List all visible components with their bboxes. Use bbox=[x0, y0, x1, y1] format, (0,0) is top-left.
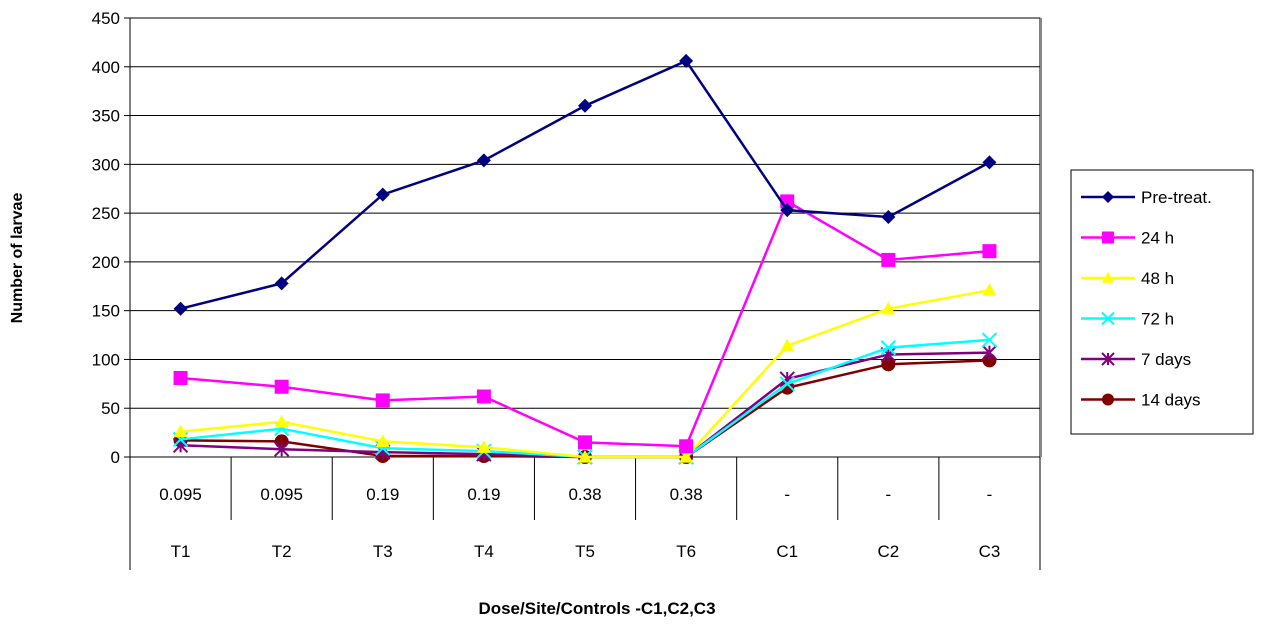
legend-label: 48 h bbox=[1141, 269, 1174, 288]
data-point bbox=[679, 450, 694, 463]
legend-label: 24 h bbox=[1141, 229, 1174, 248]
data-point bbox=[173, 424, 188, 438]
legend: Pre-treat. 24 h 48 h 72 h 7 days 14 days bbox=[1070, 169, 1254, 435]
data-point-stroke bbox=[1101, 311, 1115, 326]
series-layer bbox=[172, 53, 998, 465]
dose-label: 0.095 bbox=[159, 485, 202, 504]
data-point bbox=[780, 203, 795, 218]
series-24-h bbox=[173, 194, 997, 454]
grid-lines bbox=[129, 17, 1042, 458]
data-point bbox=[173, 370, 188, 385]
data-point bbox=[476, 153, 491, 168]
y-axis-ticks: 0 50 100 150 200 250 300 350 400 450 bbox=[92, 9, 130, 467]
data-point bbox=[375, 187, 390, 202]
data-point bbox=[274, 379, 289, 394]
data-point bbox=[578, 450, 592, 463]
data-point bbox=[375, 393, 390, 408]
x-axis-label: Dose/Site/Controls -C1,C2,C3 bbox=[478, 599, 715, 618]
y-tick-label: 100 bbox=[92, 350, 120, 369]
data-point bbox=[476, 440, 491, 453]
y-tick-label: 150 bbox=[92, 302, 120, 321]
category-label: C3 bbox=[979, 542, 1001, 561]
data-point-stroke bbox=[981, 332, 998, 348]
legend-label: 7 days bbox=[1141, 350, 1191, 369]
data-point bbox=[1102, 191, 1114, 203]
legend-label: 14 days bbox=[1141, 391, 1201, 410]
data-point bbox=[880, 340, 897, 356]
y-tick-label: 450 bbox=[92, 9, 120, 28]
data-point bbox=[578, 435, 592, 450]
y-tick-label: 250 bbox=[92, 204, 120, 223]
data-point bbox=[375, 434, 390, 447]
data-point bbox=[982, 155, 997, 170]
data-point bbox=[881, 357, 896, 372]
data-point bbox=[982, 283, 997, 296]
category-label: T6 bbox=[676, 542, 696, 561]
series-pre-treat bbox=[173, 53, 997, 316]
series-48-h bbox=[173, 283, 997, 463]
y-tick-label: 50 bbox=[101, 399, 120, 418]
data-point bbox=[274, 276, 289, 291]
data-point bbox=[881, 301, 896, 315]
data-point bbox=[679, 53, 694, 68]
category-label: T5 bbox=[575, 542, 595, 561]
legend-box bbox=[1070, 169, 1254, 435]
data-point-stroke bbox=[880, 340, 897, 356]
y-tick-label: 400 bbox=[92, 58, 120, 77]
plot-area-frame bbox=[129, 17, 1041, 458]
dose-label: - bbox=[885, 485, 891, 504]
category-label: C2 bbox=[877, 542, 899, 561]
dose-label: 0.38 bbox=[670, 485, 703, 504]
category-label: T4 bbox=[474, 542, 494, 561]
data-point bbox=[1102, 393, 1114, 406]
data-point bbox=[173, 301, 188, 316]
data-point bbox=[981, 332, 998, 348]
y-axis-label: Number of larvae bbox=[9, 193, 26, 324]
y-tick-label: 350 bbox=[92, 107, 120, 126]
dose-label: 0.19 bbox=[467, 485, 500, 504]
category-label: T2 bbox=[272, 542, 292, 561]
data-point bbox=[274, 414, 289, 428]
series-line bbox=[180, 59, 991, 310]
data-point bbox=[981, 344, 998, 361]
data-point bbox=[881, 252, 896, 267]
data-point bbox=[578, 98, 592, 113]
data-point bbox=[779, 376, 795, 392]
data-point bbox=[273, 441, 290, 457]
y-tick-label: 200 bbox=[92, 253, 120, 272]
data-point bbox=[780, 338, 795, 352]
data-point bbox=[780, 380, 795, 395]
dose-label: - bbox=[987, 485, 993, 504]
category-label: T1 bbox=[171, 542, 191, 561]
dose-label: 0.38 bbox=[568, 485, 601, 504]
y-tick-label: 300 bbox=[92, 155, 120, 174]
data-point bbox=[881, 210, 896, 225]
legend-label: 72 h bbox=[1141, 310, 1174, 329]
category-label: T3 bbox=[373, 542, 393, 561]
category-label: C1 bbox=[776, 542, 798, 561]
series-line bbox=[180, 199, 990, 448]
data-point-stroke bbox=[779, 376, 795, 392]
dose-label: 0.095 bbox=[260, 485, 303, 504]
data-point bbox=[1101, 352, 1115, 366]
category-table: 0.095 T1 0.095 T2 0.19 T3 0.19 T4 0.38 T5 0.38 T6 - C… bbox=[129, 457, 1041, 570]
y-tick-label: 0 bbox=[111, 448, 120, 467]
data-point bbox=[679, 439, 694, 454]
data-point bbox=[982, 244, 997, 259]
dose-label: 0.19 bbox=[366, 485, 399, 504]
data-point bbox=[1102, 272, 1114, 283]
dose-label: - bbox=[784, 485, 790, 504]
data-point bbox=[476, 389, 491, 404]
data-point bbox=[1102, 231, 1114, 244]
legend-label: Pre-treat. bbox=[1141, 188, 1212, 207]
data-point bbox=[1101, 311, 1115, 326]
